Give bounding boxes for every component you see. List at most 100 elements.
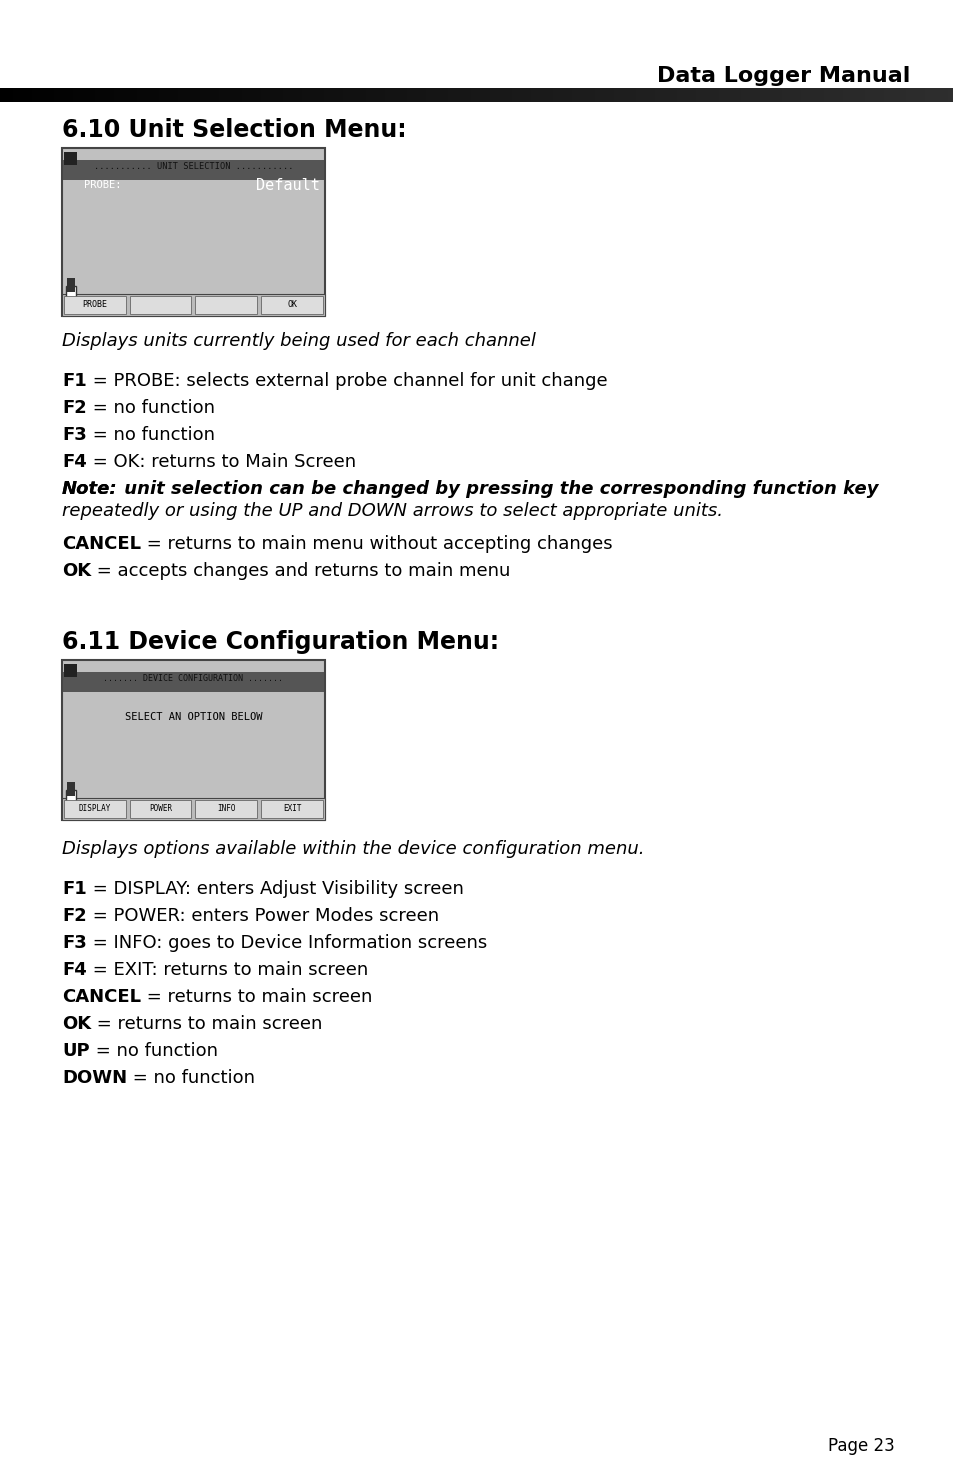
Bar: [553, 88, 556, 102]
Text: CANCEL: CANCEL: [62, 535, 141, 553]
Bar: [369, 88, 372, 102]
Bar: [781, 88, 784, 102]
Bar: [521, 88, 524, 102]
Text: = returns to main menu without accepting changes: = returns to main menu without accepting…: [141, 535, 612, 553]
Bar: [62, 659, 325, 820]
Bar: [822, 88, 826, 102]
Text: F1: F1: [62, 372, 87, 389]
Bar: [677, 88, 679, 102]
Bar: [378, 88, 381, 102]
Bar: [648, 88, 651, 102]
Text: F2: F2: [62, 907, 87, 925]
Bar: [62, 148, 325, 316]
Bar: [619, 88, 622, 102]
Bar: [483, 88, 486, 102]
Bar: [289, 88, 293, 102]
Bar: [172, 88, 174, 102]
Bar: [848, 88, 851, 102]
Bar: [702, 88, 705, 102]
Bar: [756, 88, 760, 102]
Bar: [639, 88, 641, 102]
Bar: [343, 88, 346, 102]
Bar: [486, 88, 489, 102]
Bar: [213, 88, 216, 102]
Bar: [83, 88, 86, 102]
Bar: [384, 88, 388, 102]
Bar: [810, 88, 813, 102]
Bar: [403, 88, 407, 102]
Bar: [750, 88, 753, 102]
Bar: [70, 88, 73, 102]
Bar: [26, 88, 29, 102]
Bar: [517, 88, 521, 102]
Bar: [336, 88, 340, 102]
Bar: [512, 88, 515, 102]
Text: INFO: INFO: [217, 804, 235, 813]
Bar: [324, 88, 327, 102]
Bar: [419, 88, 422, 102]
Bar: [279, 88, 283, 102]
Bar: [334, 88, 336, 102]
Bar: [803, 88, 807, 102]
Bar: [581, 88, 584, 102]
Bar: [3, 88, 7, 102]
Bar: [51, 88, 54, 102]
Bar: [372, 88, 375, 102]
Text: PROBE: PROBE: [82, 299, 108, 308]
Text: POWER: POWER: [149, 804, 172, 813]
Bar: [836, 88, 839, 102]
Bar: [905, 88, 908, 102]
Bar: [64, 799, 126, 819]
Bar: [550, 88, 553, 102]
Bar: [918, 88, 922, 102]
Bar: [66, 286, 76, 305]
Bar: [600, 88, 603, 102]
Bar: [489, 88, 493, 102]
Bar: [562, 88, 565, 102]
Bar: [254, 88, 257, 102]
Bar: [645, 88, 648, 102]
Bar: [880, 88, 883, 102]
Bar: [772, 88, 775, 102]
Bar: [216, 88, 219, 102]
Bar: [699, 88, 702, 102]
Bar: [775, 88, 779, 102]
Bar: [136, 88, 140, 102]
Bar: [407, 88, 410, 102]
Bar: [740, 88, 743, 102]
Bar: [556, 88, 559, 102]
Bar: [238, 88, 241, 102]
Bar: [286, 88, 289, 102]
Bar: [174, 88, 178, 102]
Bar: [264, 88, 267, 102]
Text: UP: UP: [62, 1041, 90, 1061]
Bar: [629, 88, 632, 102]
Bar: [607, 88, 610, 102]
Bar: [438, 88, 441, 102]
Text: OK: OK: [62, 562, 91, 580]
Text: = POWER: enters Power Modes screen: = POWER: enters Power Modes screen: [87, 907, 438, 925]
Bar: [314, 88, 317, 102]
Bar: [588, 88, 591, 102]
Bar: [62, 294, 325, 316]
Bar: [683, 88, 686, 102]
Bar: [79, 88, 83, 102]
Bar: [874, 88, 877, 102]
Bar: [769, 88, 772, 102]
Bar: [159, 88, 162, 102]
Bar: [946, 88, 950, 102]
Text: DOWN: DOWN: [62, 1069, 127, 1087]
Text: = no function: = no function: [87, 426, 214, 444]
Bar: [67, 782, 75, 796]
Bar: [226, 88, 229, 102]
Bar: [743, 88, 746, 102]
Bar: [626, 88, 629, 102]
Bar: [261, 799, 323, 819]
Bar: [655, 88, 658, 102]
Bar: [493, 88, 496, 102]
Text: = OK: returns to Main Screen: = OK: returns to Main Screen: [87, 453, 355, 471]
Bar: [505, 88, 508, 102]
Bar: [188, 88, 191, 102]
Bar: [102, 88, 105, 102]
Bar: [48, 88, 51, 102]
